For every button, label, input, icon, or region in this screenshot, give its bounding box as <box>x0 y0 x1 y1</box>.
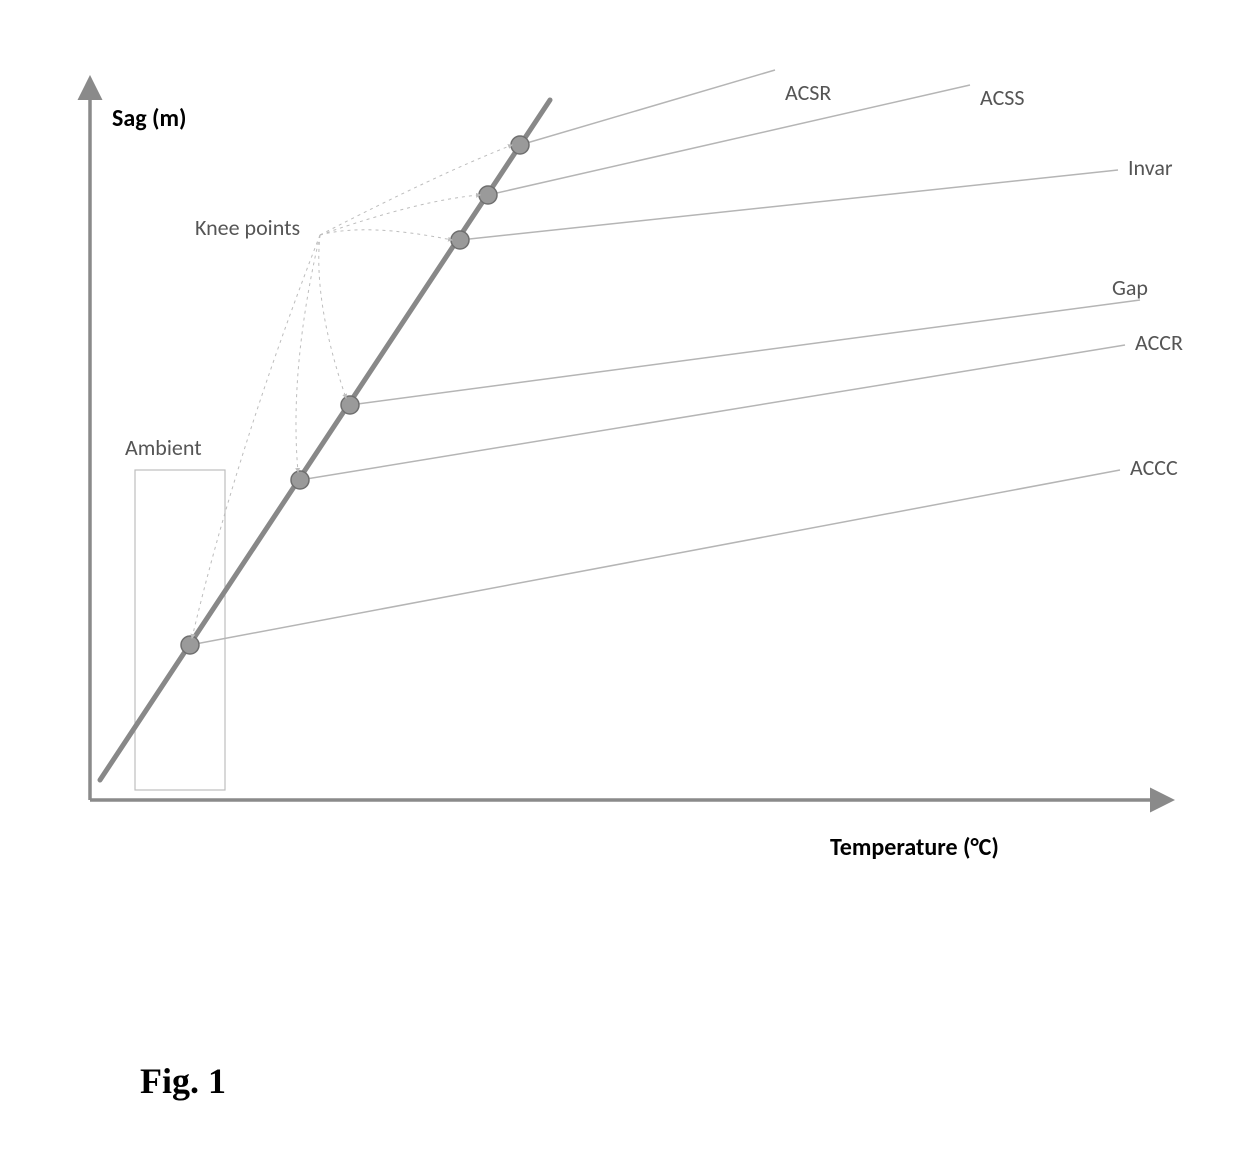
sag-vs-temperature-chart: Sag (m) Temperature (°C) Ambient ACSR ACSS In… <box>40 40 1200 860</box>
series-line-gap <box>350 300 1140 405</box>
series-label-acss: ACSS <box>980 84 1025 111</box>
knee-point-accr <box>291 471 309 489</box>
knee-points-arrow-4 <box>296 235 320 472</box>
series-label-accr: ACCR <box>1135 329 1183 356</box>
knee-point-accc <box>181 636 199 654</box>
series-label-invar: Invar <box>1128 154 1173 181</box>
knee-point-acsr <box>511 136 529 154</box>
ambient-label: Ambient <box>125 434 202 461</box>
knee-points-arrow-1 <box>320 195 480 235</box>
ambient-region-box <box>135 470 225 790</box>
y-axis-title: Sag (m) <box>112 104 186 133</box>
knee-points-arrow-2 <box>320 230 452 240</box>
knee-point-invar <box>451 231 469 249</box>
series-label-acsr: ACSR <box>785 79 831 106</box>
knee-points-arrow-3 <box>319 235 346 398</box>
x-axis-title: Temperature (°C) <box>830 833 999 860</box>
knee-point-acss <box>479 186 497 204</box>
series-line-acss <box>488 85 970 195</box>
series-label-gap: Gap <box>1112 274 1148 301</box>
knee-points-arrow-5 <box>192 235 320 638</box>
series-line-acsr <box>520 70 775 145</box>
series-line-accr <box>300 345 1125 480</box>
knee-points-label: Knee points <box>195 214 300 241</box>
series-line-accc <box>190 470 1120 645</box>
series-line-invar <box>460 170 1118 240</box>
knee-point-gap <box>341 396 359 414</box>
series-label-accc: ACCC <box>1130 454 1178 481</box>
figure-caption: Fig. 1 <box>140 1060 226 1102</box>
